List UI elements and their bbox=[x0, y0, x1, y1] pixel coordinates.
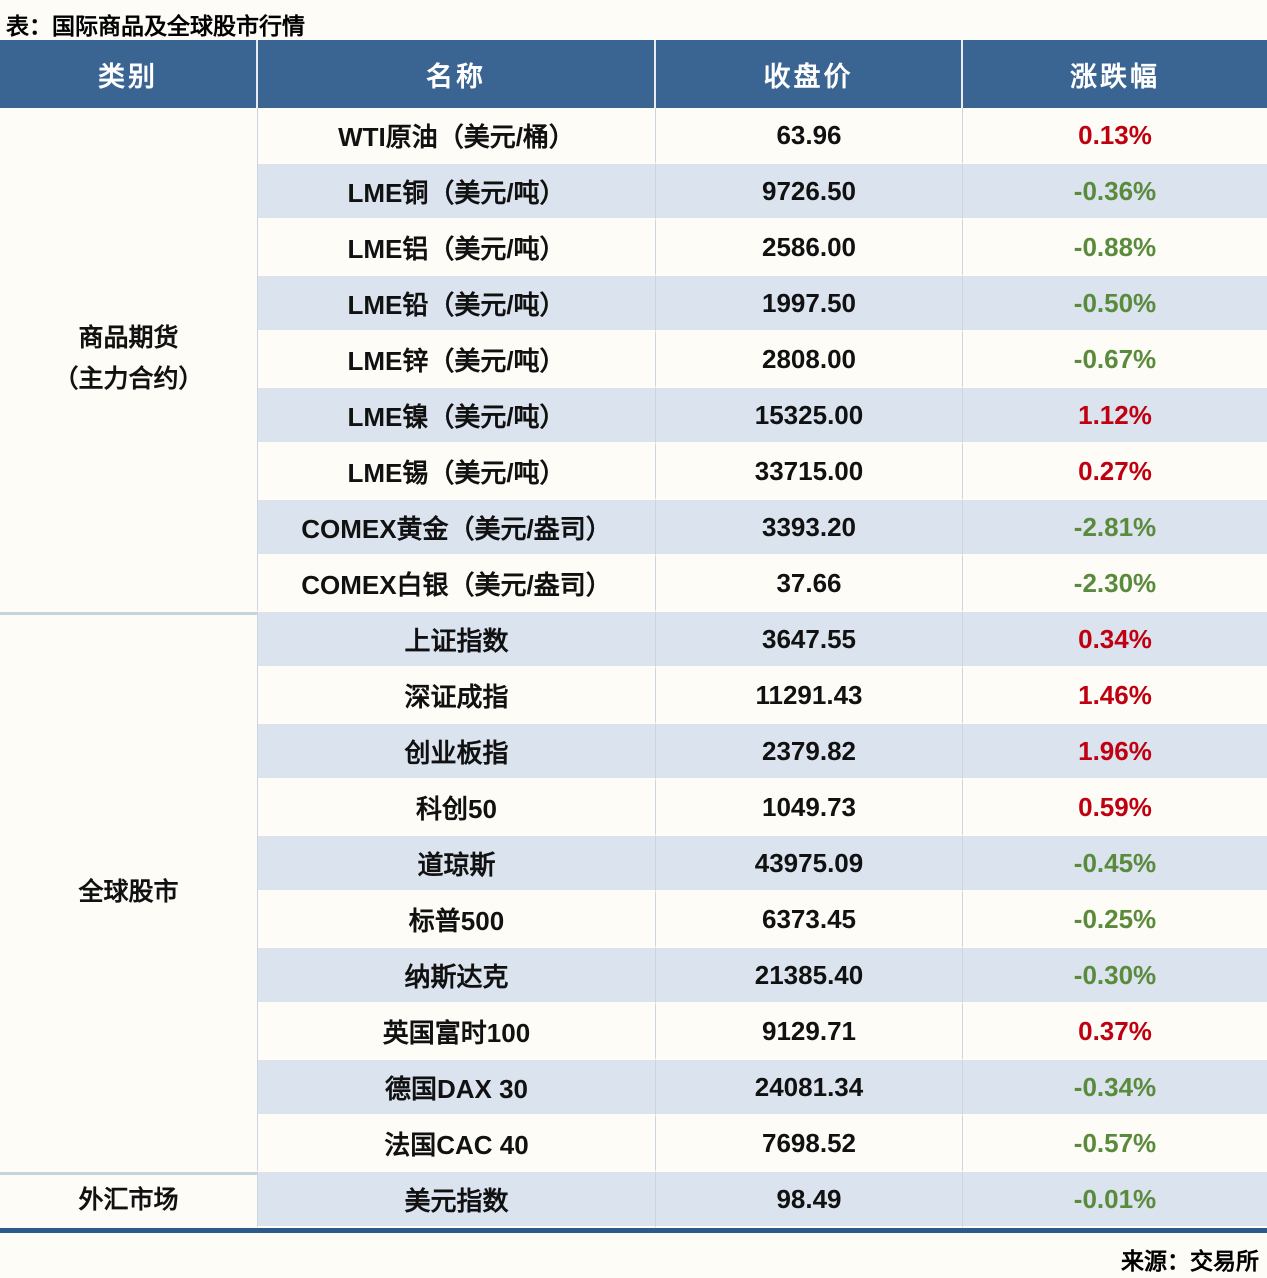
instrument-name: LME铅（美元/吨） bbox=[258, 276, 656, 332]
instrument-name: LME镍（美元/吨） bbox=[258, 388, 656, 444]
change-percent: -0.45% bbox=[963, 836, 1267, 892]
change-percent: -0.67% bbox=[963, 332, 1267, 388]
close-price: 2808.00 bbox=[656, 332, 963, 388]
change-percent: -0.88% bbox=[963, 220, 1267, 276]
source-caption: 来源：交易所 bbox=[1121, 1248, 1259, 1274]
change-percent: -2.30% bbox=[963, 556, 1267, 612]
close-price: 3393.20 bbox=[656, 500, 963, 556]
category-label-line: 商品期货 bbox=[78, 323, 179, 352]
instrument-name: LME铝（美元/吨） bbox=[258, 220, 656, 276]
change-percent: -0.25% bbox=[963, 892, 1267, 948]
change-percent: -0.57% bbox=[963, 1116, 1267, 1172]
close-price: 15325.00 bbox=[656, 388, 963, 444]
change-percent: 0.13% bbox=[963, 108, 1267, 164]
instrument-name: 创业板指 bbox=[258, 724, 656, 780]
column-header-0: 类别 bbox=[0, 40, 258, 108]
instrument-name: COMEX黄金（美元/盎司） bbox=[258, 500, 656, 556]
page-title: 表：国际商品及全球股市行情 bbox=[6, 13, 305, 39]
instrument-name: 纳斯达克 bbox=[258, 948, 656, 1004]
instrument-name: 德国DAX 30 bbox=[258, 1060, 656, 1116]
close-price: 43975.09 bbox=[656, 836, 963, 892]
change-percent: -0.34% bbox=[963, 1060, 1267, 1116]
instrument-name: 上证指数 bbox=[258, 612, 656, 668]
close-price: 21385.40 bbox=[656, 948, 963, 1004]
close-price: 63.96 bbox=[656, 108, 963, 164]
category-label-line: 外汇市场 bbox=[78, 1185, 179, 1214]
close-price: 1997.50 bbox=[656, 276, 963, 332]
change-percent: 0.34% bbox=[963, 612, 1267, 668]
close-price: 37.66 bbox=[656, 556, 963, 612]
category-label-line: （主力合约） bbox=[53, 365, 204, 393]
change-percent: 0.27% bbox=[963, 444, 1267, 500]
change-percent: 1.96% bbox=[963, 724, 1267, 780]
change-percent: -0.50% bbox=[963, 276, 1267, 332]
instrument-name: 深证成指 bbox=[258, 668, 656, 724]
close-price: 2586.00 bbox=[656, 220, 963, 276]
change-percent: 0.59% bbox=[963, 780, 1267, 836]
close-price: 2379.82 bbox=[656, 724, 963, 780]
instrument-name: 英国富时100 bbox=[258, 1004, 656, 1060]
instrument-name: LME锡（美元/吨） bbox=[258, 444, 656, 500]
close-price: 1049.73 bbox=[656, 780, 963, 836]
close-price: 7698.52 bbox=[656, 1116, 963, 1172]
instrument-name: 科创50 bbox=[258, 780, 656, 836]
change-percent: -0.30% bbox=[963, 948, 1267, 1004]
close-price: 9726.50 bbox=[656, 164, 963, 220]
instrument-name: LME铜（美元/吨） bbox=[258, 164, 656, 220]
category-cell: 商品期货 （主力合约） bbox=[0, 108, 258, 612]
table-bottom-border bbox=[0, 1228, 1267, 1233]
column-header-1: 名称 bbox=[258, 40, 656, 108]
close-price: 24081.34 bbox=[656, 1060, 963, 1116]
close-price: 11291.43 bbox=[656, 668, 963, 724]
close-price: 3647.55 bbox=[656, 612, 963, 668]
instrument-name: 法国CAC 40 bbox=[258, 1116, 656, 1172]
instrument-name: COMEX白银（美元/盎司） bbox=[258, 556, 656, 612]
close-price: 33715.00 bbox=[656, 444, 963, 500]
instrument-name: WTI原油（美元/桶） bbox=[258, 108, 656, 164]
instrument-name: LME锌（美元/吨） bbox=[258, 332, 656, 388]
category-cell: 全球股市 bbox=[0, 612, 258, 1172]
close-price: 6373.45 bbox=[656, 892, 963, 948]
close-price: 9129.71 bbox=[656, 1004, 963, 1060]
column-header-2: 收盘价 bbox=[656, 40, 963, 108]
change-percent: -0.36% bbox=[963, 164, 1267, 220]
change-percent: -2.81% bbox=[963, 500, 1267, 556]
change-percent: 1.12% bbox=[963, 388, 1267, 444]
close-price: 98.49 bbox=[656, 1172, 963, 1228]
category-label-line: 全球股市 bbox=[78, 877, 179, 906]
instrument-name: 美元指数 bbox=[258, 1172, 656, 1228]
change-percent: -0.01% bbox=[963, 1172, 1267, 1228]
change-percent: 1.46% bbox=[963, 668, 1267, 724]
column-header-3: 涨跌幅 bbox=[963, 40, 1267, 108]
market-table: 类别 名称 收盘价 涨跌幅商品期货 （主力合约） WTI原油（美元/桶） 63.96 0.13… bbox=[0, 40, 1267, 1228]
category-cell: 外汇市场 bbox=[0, 1172, 258, 1228]
instrument-name: 标普500 bbox=[258, 892, 656, 948]
change-percent: 0.37% bbox=[963, 1004, 1267, 1060]
instrument-name: 道琼斯 bbox=[258, 836, 656, 892]
